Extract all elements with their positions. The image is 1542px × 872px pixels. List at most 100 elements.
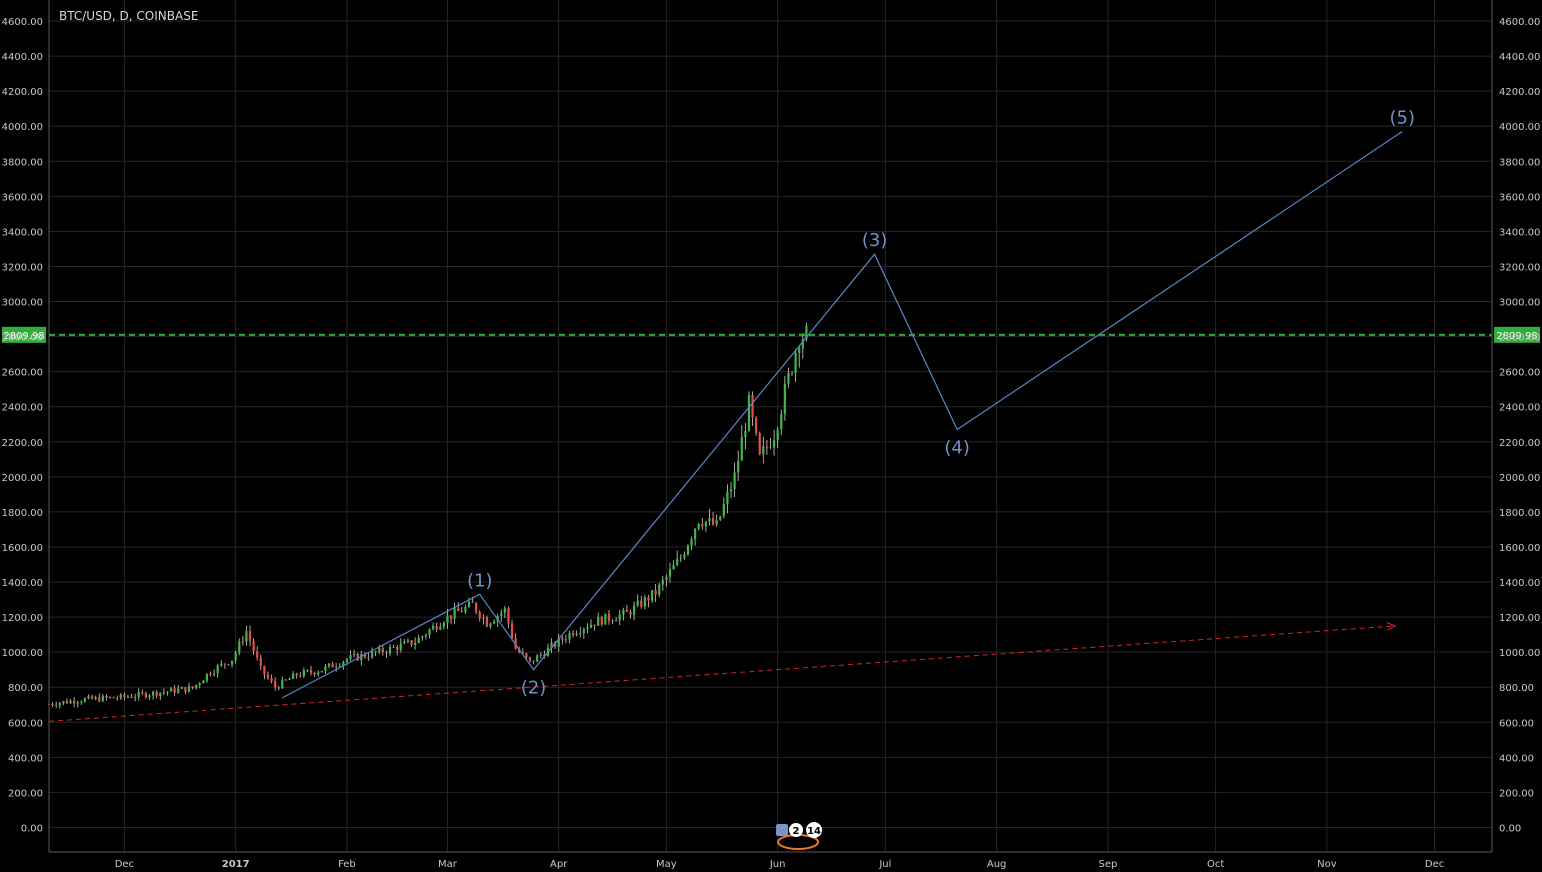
- candle-body: [586, 627, 589, 630]
- candle: [352, 649, 356, 658]
- candle: [184, 687, 187, 695]
- candle: [507, 606, 510, 629]
- candle: [209, 671, 212, 677]
- candle: [126, 694, 130, 699]
- candle: [83, 697, 87, 703]
- candle-body: [230, 660, 234, 665]
- badge-count-bg: [806, 822, 823, 838]
- candle-body: [295, 673, 298, 676]
- candle-body: [338, 665, 341, 667]
- trend-line[interactable]: [48, 622, 1397, 722]
- candle: [202, 679, 205, 684]
- candle-body: [342, 661, 345, 666]
- candle-body: [589, 624, 593, 628]
- candle: [363, 652, 366, 659]
- candle-body: [755, 417, 758, 434]
- candle-body: [169, 688, 173, 692]
- event-badges[interactable]: 2 14: [776, 822, 823, 850]
- candle: [643, 594, 646, 610]
- candle-body: [281, 679, 284, 689]
- candle: [241, 636, 244, 646]
- candle-body: [227, 664, 230, 666]
- candle: [238, 638, 241, 656]
- candle: [137, 688, 140, 701]
- candle-body: [306, 670, 309, 672]
- candle: [187, 682, 191, 693]
- candle-body: [597, 616, 600, 626]
- candle-body: [274, 681, 277, 688]
- candle: [266, 671, 270, 680]
- candle: [611, 619, 614, 625]
- candle: [101, 694, 104, 703]
- candle: [130, 693, 133, 699]
- y-tick-label-right: 2000.00: [1499, 473, 1540, 484]
- candle-body: [374, 651, 377, 653]
- candle: [758, 431, 761, 456]
- candle-body: [564, 639, 568, 641]
- candle: [503, 605, 506, 619]
- candle-body: [191, 686, 194, 689]
- candle: [554, 641, 557, 649]
- elliott-wave-projection[interactable]: (1) (2) (3) (4) (5): [282, 107, 1415, 699]
- candle: [399, 638, 402, 653]
- candle: [299, 672, 302, 678]
- candle: [575, 630, 578, 637]
- candle-body: [747, 394, 751, 431]
- candle: [374, 650, 377, 657]
- candle: [349, 650, 352, 662]
- candle: [274, 677, 277, 691]
- candle: [317, 670, 320, 677]
- candle-body: [464, 606, 467, 613]
- candle-body: [510, 623, 514, 639]
- y-tick-label-left: 4000.00: [2, 122, 43, 133]
- candle-body: [313, 672, 316, 675]
- candle-body: [611, 620, 614, 622]
- y-tick-label-left: 1600.00: [2, 543, 43, 554]
- candle: [159, 692, 162, 701]
- y-tick-label-left: 400.00: [8, 753, 43, 764]
- candle: [690, 536, 693, 551]
- candle: [783, 376, 786, 421]
- candle-body: [686, 545, 690, 555]
- candle-body: [708, 518, 711, 522]
- candle-body: [697, 523, 700, 529]
- candle: [388, 643, 392, 657]
- candle: [277, 685, 280, 691]
- candle-body: [428, 629, 431, 635]
- candle: [205, 673, 209, 683]
- candle-body: [205, 673, 209, 681]
- candle-body: [446, 615, 449, 624]
- y-tick-label-right: 2200.00: [1499, 438, 1540, 449]
- candle-body: [726, 491, 729, 505]
- candle-body: [453, 608, 456, 619]
- candle: [571, 630, 575, 638]
- candle: [647, 594, 650, 608]
- x-tick-label: Jul: [878, 859, 891, 870]
- y-tick-label-left: 3600.00: [2, 192, 43, 203]
- candle: [234, 650, 237, 664]
- candle: [550, 638, 553, 654]
- x-tick-label: Oct: [1207, 859, 1224, 870]
- candle: [331, 661, 334, 668]
- candle-body: [654, 590, 657, 595]
- candle: [141, 689, 144, 696]
- candle-body: [220, 663, 223, 666]
- badge-count-bg: [789, 823, 804, 837]
- candle: [790, 371, 794, 376]
- candle: [428, 628, 431, 639]
- candle: [284, 678, 288, 681]
- candle: [500, 609, 503, 622]
- candle: [173, 685, 176, 696]
- candle-body: [349, 655, 352, 660]
- candle-body: [701, 523, 704, 527]
- candle-body: [643, 597, 646, 607]
- candle: [144, 691, 148, 699]
- candle: [640, 595, 643, 609]
- candle-body: [288, 678, 291, 680]
- candle-body: [284, 679, 288, 681]
- candle-body: [65, 701, 69, 704]
- candle: [805, 322, 808, 342]
- candle: [654, 583, 657, 602]
